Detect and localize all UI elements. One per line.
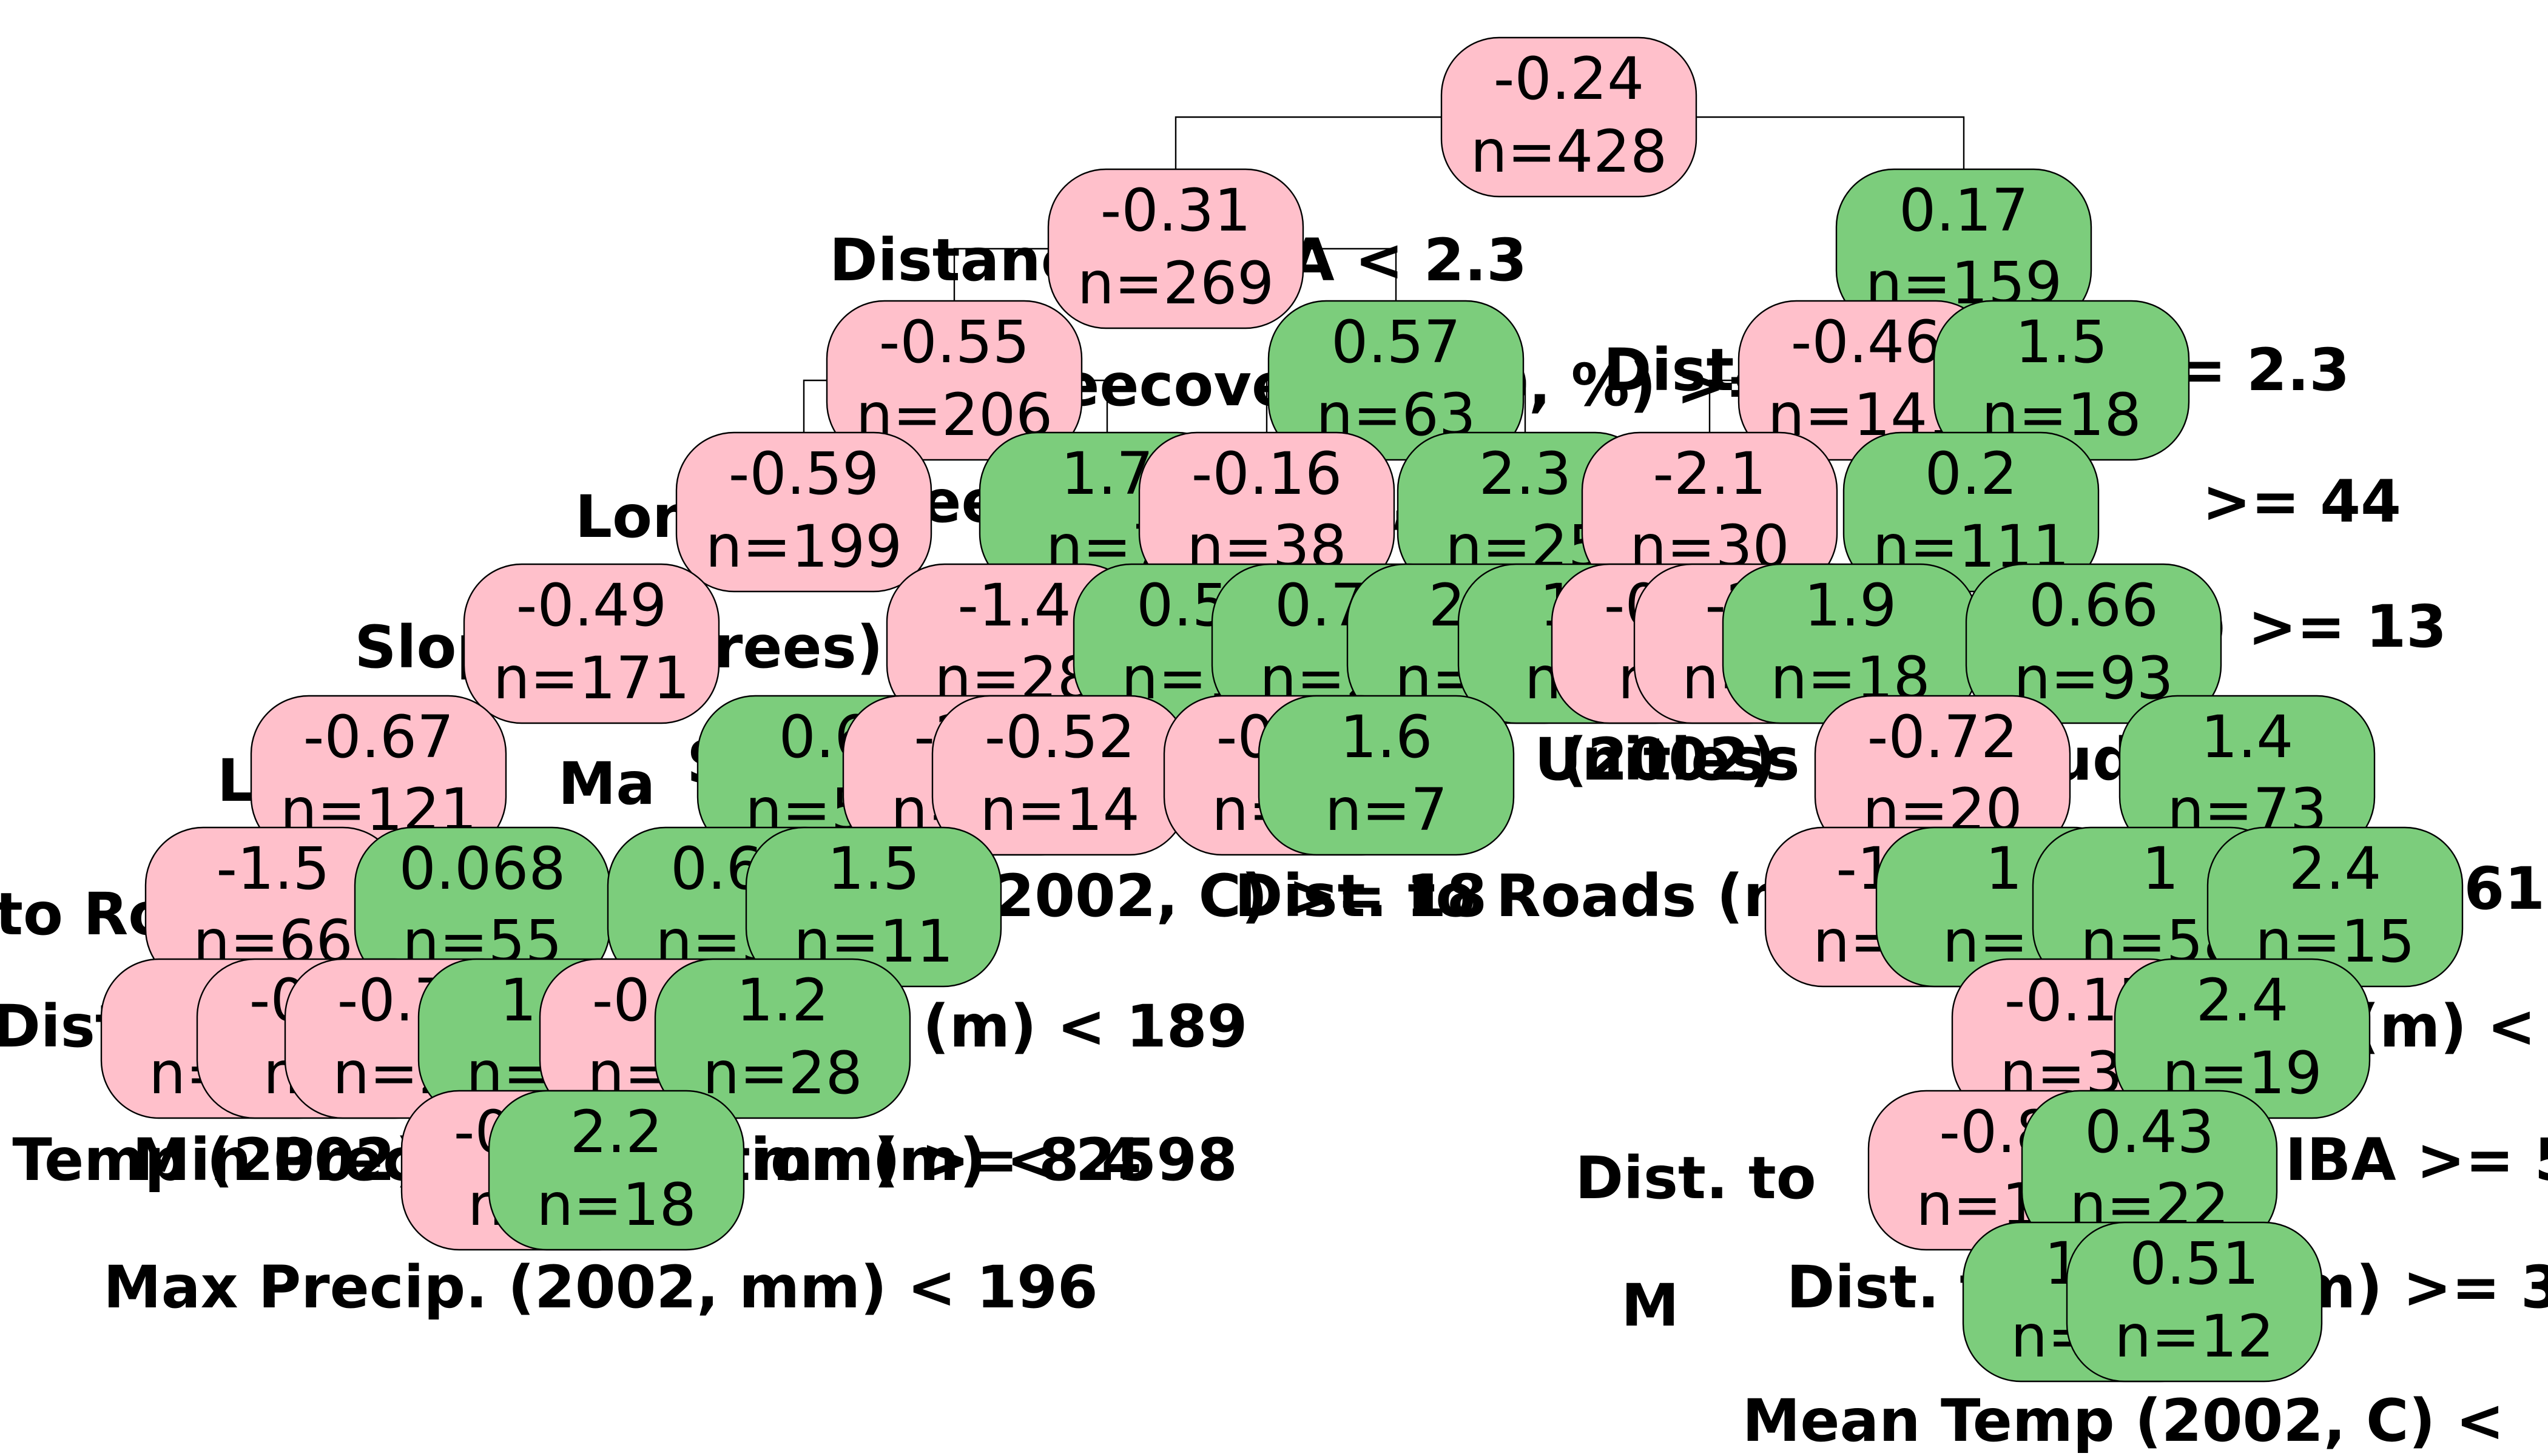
tree-node: 1.6n=7 [1258, 695, 1515, 856]
node-box [1267, 300, 1525, 461]
node-count: n=269 [1077, 249, 1275, 317]
node-value: 1 [2142, 835, 2179, 903]
node-box [1258, 695, 1515, 856]
node-box [826, 300, 1083, 461]
tree-node: -0.52n=14 [931, 695, 1188, 856]
node-value: 2.2 [570, 1098, 663, 1166]
node-count: n=28 [703, 1039, 862, 1107]
split-label: >= 44 [2202, 468, 2401, 536]
tree-node: 2.2n=18 [488, 1090, 745, 1251]
node-value: 1.4 [2201, 703, 2294, 771]
node-value: -0.67 [303, 703, 454, 771]
node-value: -0.72 [1867, 703, 2018, 771]
split-label: Unitless [1534, 726, 1799, 794]
tree-node: -2.1n=30 [1581, 431, 1838, 593]
node-count: n=12 [2114, 1303, 2274, 1370]
node-value: 1.2 [736, 966, 829, 1034]
node-value: 0.2 [1925, 440, 2018, 508]
node-value: 2.4 [2289, 835, 2382, 903]
node-box [1965, 563, 2222, 724]
node-count: n=7 [1325, 776, 1448, 844]
node-box [463, 563, 720, 724]
tree-edge [1175, 116, 1569, 169]
tree-node: -0.67n=121 [250, 695, 507, 856]
node-value: -2.1 [1653, 440, 1766, 508]
node-value: 1.5 [2015, 308, 2108, 376]
split-label: Dist. to [1575, 1144, 1816, 1212]
tree-node: -0.31n=269 [1047, 168, 1304, 329]
node-value: 1.7 [1061, 440, 1154, 508]
node-box [1842, 431, 2100, 593]
node-layer: -0.24n=428-0.31n=2690.17n=159-0.55n=2060… [100, 36, 2464, 1383]
node-box [675, 431, 932, 593]
node-value: -1.5 [216, 835, 329, 903]
node-count: n=93 [2014, 644, 2173, 712]
split-label: Max Precip. (2002, mm) < 196 [103, 1253, 1097, 1321]
node-value: 0.57 [1331, 308, 1461, 376]
node-value: 0.51 [2129, 1230, 2259, 1298]
split-label: Mean Temp (2002, C) < [1742, 1387, 2504, 1455]
node-value: -0.46 [1791, 308, 1941, 376]
split-label: Ma [558, 750, 655, 818]
node-value: -0.59 [729, 440, 879, 508]
node-value: 2.3 [1479, 440, 1572, 508]
tree-node: 0.51n=12 [2066, 1221, 2323, 1383]
node-box [2066, 1221, 2323, 1383]
split-label: (2002) [1561, 726, 1776, 794]
node-value: 1.6 [1340, 703, 1433, 771]
node-value: -0.16 [1191, 440, 1342, 508]
node-count: n=171 [493, 644, 690, 712]
node-value: 0.068 [399, 835, 566, 903]
node-box [488, 1090, 745, 1251]
node-value: 1 [1985, 835, 2022, 903]
tree-node: 1.2n=28 [654, 958, 911, 1119]
node-value: -0.24 [1494, 45, 1644, 113]
node-value: -0.49 [516, 571, 667, 639]
node-box [1440, 36, 1697, 198]
tree-node: -0.49n=171 [463, 563, 720, 724]
tree-node: -0.24n=428 [1440, 36, 1697, 198]
node-value: -1.4 [957, 571, 1071, 639]
tree-node: -0.59n=199 [675, 431, 932, 593]
node-count: n=18 [536, 1171, 696, 1239]
node-value: 0.43 [2085, 1098, 2214, 1166]
tree-node: 0.17n=159 [1835, 168, 2092, 329]
node-value: 2.4 [2196, 966, 2289, 1034]
node-value: -0.55 [879, 308, 1030, 376]
node-value: 1.5 [827, 835, 920, 903]
tree-edge [1569, 116, 1965, 169]
split-label: M [1621, 1272, 1679, 1340]
tree-node: 0.66n=93 [1965, 563, 2222, 724]
split-label: Max Temp (2002) [0, 1126, 422, 1194]
node-count: n=14 [980, 776, 1139, 844]
node-count: n=428 [1471, 118, 1668, 186]
node-value: 1.9 [1804, 571, 1897, 639]
node-value: 0.66 [2029, 571, 2159, 639]
node-count: n=199 [706, 513, 903, 581]
node-box [654, 958, 911, 1119]
node-value: -0.52 [985, 703, 1135, 771]
node-value: -0.31 [1100, 177, 1251, 244]
node-value: 0.17 [1899, 177, 2029, 244]
tree-node: 0.2n=111 [1842, 431, 2100, 593]
node-box [1047, 168, 1304, 329]
